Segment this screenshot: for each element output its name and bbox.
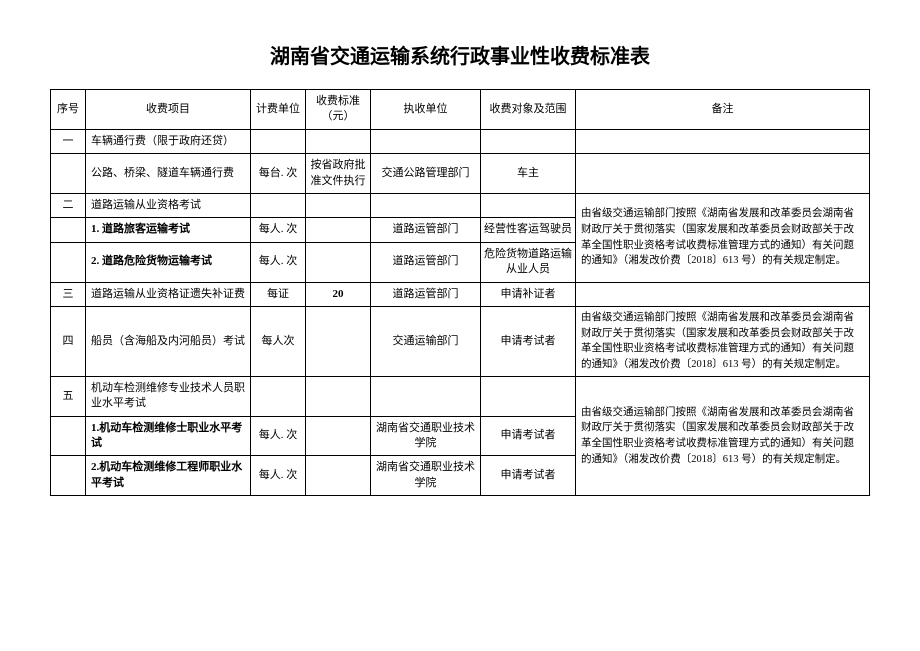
header-remark: 备注 bbox=[576, 90, 870, 130]
cell-item: 道路运输从业资格考试 bbox=[86, 193, 251, 217]
cell-scope bbox=[481, 193, 576, 217]
cell-item: 2.机动车检测维修工程师职业水平考试 bbox=[86, 456, 251, 496]
fee-table: 序号 收费项目 计费单位 收费标准（元） 执收单位 收费对象及范围 备注 一车辆… bbox=[50, 89, 870, 496]
cell-seq bbox=[51, 218, 86, 242]
cell-agency: 道路运管部门 bbox=[371, 242, 481, 282]
cell-remark: 由省级交通运输部门按照《湖南省发展和改革委员会湖南省财政厅关于贯彻落实（国家发展… bbox=[576, 306, 870, 376]
cell-seq: 一 bbox=[51, 129, 86, 153]
cell-unit: 每台. 次 bbox=[251, 154, 306, 194]
cell-agency bbox=[371, 376, 481, 416]
table-row: 五机动车检测维修专业技术人员职业水平考试由省级交通运输部门按照《湖南省发展和改革… bbox=[51, 376, 870, 416]
cell-item: 船员（含海船及内河船员）考试 bbox=[86, 306, 251, 376]
cell-item: 车辆通行费（限于政府还贷） bbox=[86, 129, 251, 153]
cell-price: 按省政府批准文件执行 bbox=[306, 154, 371, 194]
cell-item: 公路、桥梁、隧道车辆通行费 bbox=[86, 154, 251, 194]
cell-scope: 申请考试者 bbox=[481, 456, 576, 496]
cell-scope: 车主 bbox=[481, 154, 576, 194]
cell-scope: 经营性客运驾驶员 bbox=[481, 218, 576, 242]
cell-seq bbox=[51, 416, 86, 456]
header-item: 收费项目 bbox=[86, 90, 251, 130]
cell-scope bbox=[481, 129, 576, 153]
table-row: 公路、桥梁、隧道车辆通行费每台. 次按省政府批准文件执行交通公路管理部门车主 bbox=[51, 154, 870, 194]
cell-agency bbox=[371, 129, 481, 153]
cell-seq bbox=[51, 456, 86, 496]
cell-unit: 每人. 次 bbox=[251, 242, 306, 282]
cell-price bbox=[306, 416, 371, 456]
header-agency: 执收单位 bbox=[371, 90, 481, 130]
cell-price: 20 bbox=[306, 282, 371, 306]
cell-remark bbox=[576, 282, 870, 306]
cell-price bbox=[306, 306, 371, 376]
cell-agency: 道路运管部门 bbox=[371, 218, 481, 242]
cell-seq: 五 bbox=[51, 376, 86, 416]
cell-scope: 申请考试者 bbox=[481, 416, 576, 456]
cell-scope: 申请补证者 bbox=[481, 282, 576, 306]
cell-item: 2. 道路危险货物运输考试 bbox=[86, 242, 251, 282]
cell-price bbox=[306, 242, 371, 282]
cell-seq: 三 bbox=[51, 282, 86, 306]
cell-unit: 每人. 次 bbox=[251, 456, 306, 496]
page-title: 湖南省交通运输系统行政事业性收费标准表 bbox=[50, 40, 870, 69]
cell-unit bbox=[251, 129, 306, 153]
cell-remark: 由省级交通运输部门按照《湖南省发展和改革委员会湖南省财政厅关于贯彻落实（国家发展… bbox=[576, 376, 870, 495]
cell-agency: 交通运输部门 bbox=[371, 306, 481, 376]
cell-price bbox=[306, 193, 371, 217]
header-seq: 序号 bbox=[51, 90, 86, 130]
cell-seq bbox=[51, 154, 86, 194]
table-row: 四船员（含海船及内河船员）考试每人次 交通运输部门申请考试者由省级交通运输部门按照… bbox=[51, 306, 870, 376]
header-scope: 收费对象及范围 bbox=[481, 90, 576, 130]
cell-unit: 每证 bbox=[251, 282, 306, 306]
cell-item: 机动车检测维修专业技术人员职业水平考试 bbox=[86, 376, 251, 416]
header-unit: 计费单位 bbox=[251, 90, 306, 130]
table-header-row: 序号 收费项目 计费单位 收费标准（元） 执收单位 收费对象及范围 备注 bbox=[51, 90, 870, 130]
cell-unit: 每人. 次 bbox=[251, 218, 306, 242]
cell-item: 道路运输从业资格证遗失补证费 bbox=[86, 282, 251, 306]
table-body: 一车辆通行费（限于政府还贷）公路、桥梁、隧道车辆通行费每台. 次按省政府批准文件… bbox=[51, 129, 870, 495]
cell-price bbox=[306, 129, 371, 153]
cell-seq: 四 bbox=[51, 306, 86, 376]
cell-price bbox=[306, 376, 371, 416]
table-row: 一车辆通行费（限于政府还贷） bbox=[51, 129, 870, 153]
table-row: 二道路运输从业资格考试由省级交通运输部门按照《湖南省发展和改革委员会湖南省财政厅… bbox=[51, 193, 870, 217]
cell-agency: 湖南省交通职业技术学院 bbox=[371, 456, 481, 496]
cell-seq: 二 bbox=[51, 193, 86, 217]
cell-scope: 申请考试者 bbox=[481, 306, 576, 376]
cell-agency: 湖南省交通职业技术学院 bbox=[371, 416, 481, 456]
table-row: 三道路运输从业资格证遗失补证费每证20道路运管部门申请补证者 bbox=[51, 282, 870, 306]
cell-remark bbox=[576, 129, 870, 153]
cell-unit bbox=[251, 193, 306, 217]
cell-price bbox=[306, 218, 371, 242]
cell-agency: 道路运管部门 bbox=[371, 282, 481, 306]
cell-unit: 每人. 次 bbox=[251, 416, 306, 456]
cell-scope bbox=[481, 376, 576, 416]
cell-price bbox=[306, 456, 371, 496]
cell-remark: 由省级交通运输部门按照《湖南省发展和改革委员会湖南省财政厅关于贯彻落实（国家发展… bbox=[576, 193, 870, 282]
cell-item: 1. 道路旅客运输考试 bbox=[86, 218, 251, 242]
cell-item: 1.机动车检测维修士职业水平考试 bbox=[86, 416, 251, 456]
header-price: 收费标准（元） bbox=[306, 90, 371, 130]
cell-seq bbox=[51, 242, 86, 282]
cell-agency: 交通公路管理部门 bbox=[371, 154, 481, 194]
cell-unit: 每人次 bbox=[251, 306, 306, 376]
cell-remark bbox=[576, 154, 870, 194]
cell-agency bbox=[371, 193, 481, 217]
cell-unit bbox=[251, 376, 306, 416]
cell-scope: 危险货物道路运输从业人员 bbox=[481, 242, 576, 282]
